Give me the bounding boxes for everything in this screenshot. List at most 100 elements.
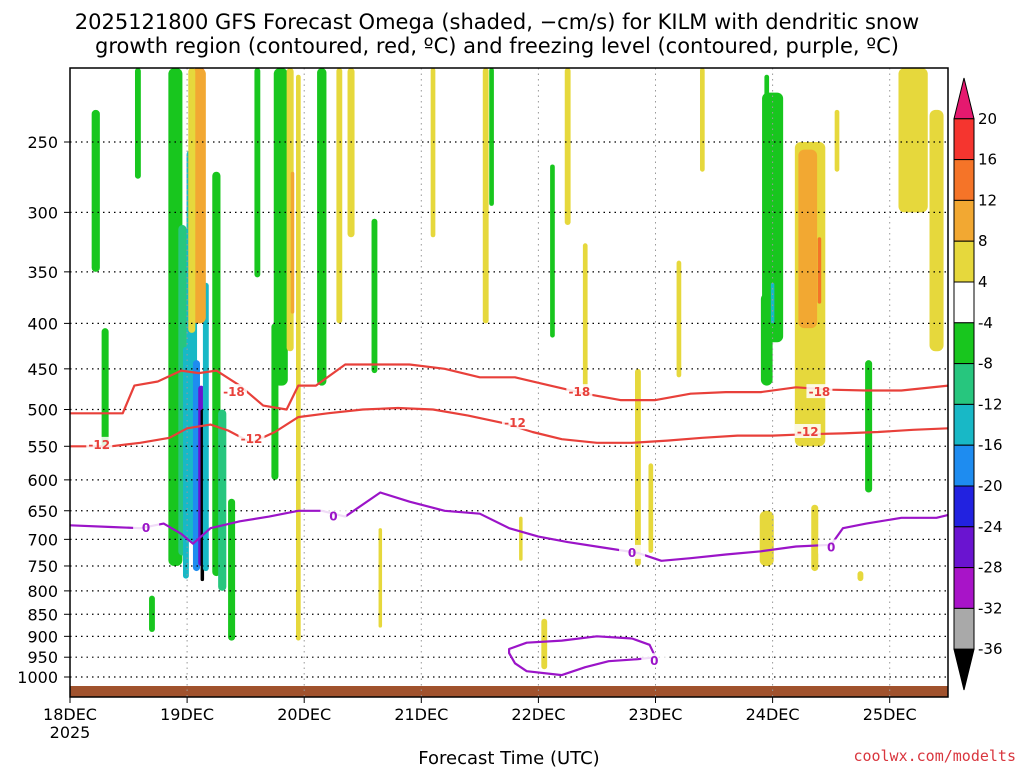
colorbar-segment-12 [953, 567, 975, 609]
omega-cell-25 [336, 68, 343, 324]
x-axis-label: Forecast Time (UTC) [418, 748, 599, 768]
omega-cell-52 [898, 68, 928, 213]
omega-cell-20 [271, 323, 279, 480]
plot-frame [69, 67, 949, 698]
omega-cell-48 [817, 237, 822, 304]
x-tick-label-20DEC: 20DEC [277, 705, 331, 724]
terrain-layer [70, 686, 948, 697]
omega-cell-49 [811, 504, 819, 572]
omega-cell-3 [149, 595, 155, 633]
omega-cell-36 [541, 618, 548, 670]
omega-cell-33 [550, 164, 555, 338]
omega-cell-28 [378, 528, 383, 628]
contour-label-bg-2-0 [133, 520, 160, 535]
colorbar-label-9: -20 [978, 477, 1003, 495]
contour-label-1-3: -12 [797, 425, 819, 439]
contour-dgz-1 [70, 406, 949, 448]
contour-label-bg-1-1 [238, 431, 265, 446]
contour-label-0-0: -18 [223, 385, 245, 399]
omega-cell-39 [676, 260, 682, 378]
omega-cell-18 [254, 68, 261, 278]
colorbar-segment-13 [953, 607, 975, 650]
omega-cell-11 [202, 282, 209, 572]
omega-cell-30 [482, 68, 489, 324]
contour-label-bg-1-3 [794, 423, 821, 438]
y-tick-label-300: 300 [27, 203, 58, 222]
colorbar-segment-6 [953, 322, 975, 365]
colorbar: 20 16 12 8 4 -4 -8 -12 -16 -20 -24 -28 -32 -36 [953, 77, 1003, 691]
terrain-band [70, 686, 948, 697]
omega-cell-19 [273, 68, 288, 386]
contour-label-1-2: -12 [504, 416, 526, 430]
contour-label-bg-2-2 [619, 544, 646, 559]
colorbar-segment-14 [953, 648, 975, 691]
colorbar-label-13: -36 [978, 640, 1003, 658]
colorbar-segment-0 [953, 77, 975, 120]
contour-label-3-0: 0 [650, 654, 658, 668]
x-axis-year: 2025 [50, 723, 91, 742]
colorbar-label-8: -16 [978, 436, 1003, 454]
grid-layer [69, 68, 948, 697]
omega-cell-53 [929, 109, 944, 352]
contour-label-bg-1-2 [501, 415, 528, 430]
omega-cell-0 [91, 109, 100, 272]
omega-cell-51 [865, 360, 873, 493]
contour-label-bg-1-0 [86, 436, 113, 451]
omega-cell-16 [218, 409, 227, 591]
contour-layer: -18 -18 -18 -12 -12 -12 -12 0 0 0 0 0 [69, 363, 949, 677]
x-tick-label-21DEC: 21DEC [394, 705, 448, 724]
y-tick-label-400: 400 [27, 314, 58, 333]
colorbar-label-4: 4 [978, 273, 988, 291]
omega-cell-37 [635, 368, 641, 566]
contour-label-2-1: 0 [329, 510, 337, 524]
colorbar-label-6: -8 [978, 355, 993, 373]
contour-label-1-1: -12 [241, 432, 263, 446]
omega-cell-29 [430, 68, 436, 238]
x-tick-label-19DEC: 19DEC [160, 705, 214, 724]
contour-label-1-0: -12 [88, 438, 110, 452]
omega-cell-54 [857, 571, 864, 582]
colorbar-segment-2 [953, 159, 975, 201]
chart-title-line2: growth region (contoured, red, ºC) and f… [95, 34, 899, 58]
omega-cell-1 [101, 328, 109, 450]
y-tick-label-550: 550 [27, 437, 58, 456]
contour-label-0-2: -18 [809, 385, 831, 399]
omega-cell-35 [582, 243, 588, 390]
omega-cell-22 [290, 171, 295, 314]
y-tick-label-650: 650 [27, 502, 58, 521]
colorbar-segment-4 [953, 240, 975, 283]
y-tick-label-500: 500 [27, 401, 58, 420]
omega-cell-45 [759, 510, 774, 566]
colorbar-segment-1 [953, 118, 975, 161]
colorbar-label-1: 16 [978, 151, 997, 169]
colorbar-segment-5 [953, 281, 975, 324]
omega-cell-24 [317, 68, 327, 386]
contour-label-2-2: 0 [628, 546, 636, 560]
colorbar-label-3: 8 [978, 232, 988, 250]
contour-label-bg-3-0 [641, 653, 668, 668]
omega-cell-40 [699, 68, 705, 172]
omega-cell-14 [188, 68, 196, 333]
colorbar-segment-7 [953, 363, 975, 405]
y-tick-label-1000: 1000 [17, 668, 58, 687]
chart-title-line1: 2025121800 GFS Forecast Omega (shaded, −… [75, 10, 919, 34]
contour-fzl_loop-3 [508, 635, 657, 677]
y-tick-label-900: 900 [27, 627, 58, 646]
colorbar-segment-10 [953, 485, 975, 528]
contour-label-bg-0-0 [220, 384, 247, 399]
x-tick-label-23DEC: 23DEC [629, 705, 683, 724]
omega-cell-38 [648, 463, 654, 553]
x-tick-label-18DEC: 18DEC [43, 705, 97, 724]
colorbar-label-10: -24 [978, 518, 1003, 536]
omega-cell-47 [798, 149, 818, 329]
contour-label-bg-0-1 [566, 384, 593, 399]
x-tick-label-24DEC: 24DEC [746, 705, 800, 724]
contour-label-bg-2-1 [320, 508, 347, 523]
colorbar-segment-3 [953, 199, 975, 242]
contour-label-bg-0-2 [806, 384, 833, 399]
contour-label-2-0: 0 [142, 521, 150, 535]
colorbar-segment-8 [953, 403, 975, 446]
omega-cell-44 [770, 282, 775, 324]
y-tick-label-450: 450 [27, 360, 58, 379]
